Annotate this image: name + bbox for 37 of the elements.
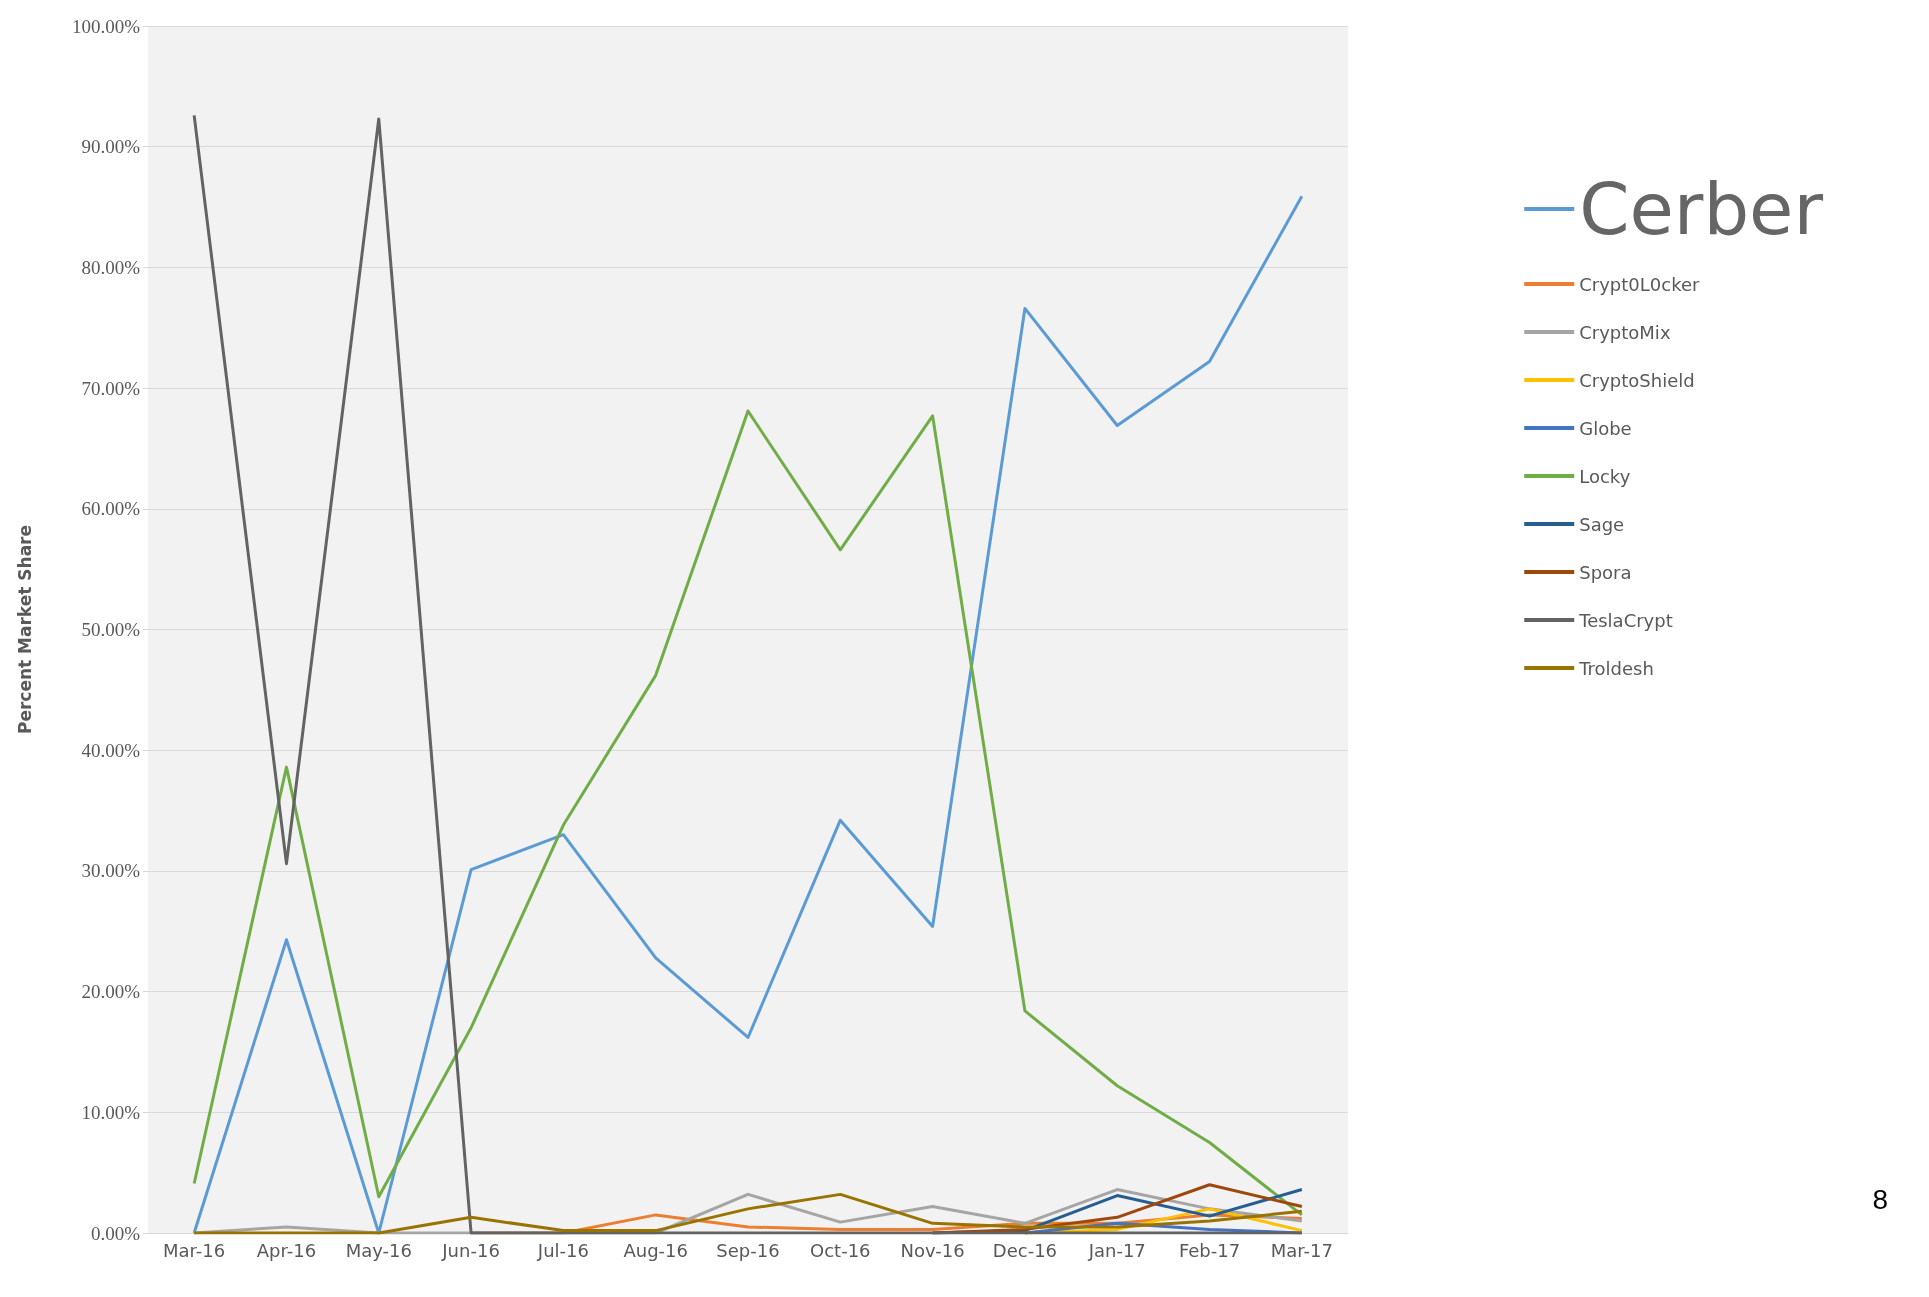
legend-label: Locky <box>1579 465 1631 487</box>
x-tick-label: Dec-16 <box>992 1239 1058 1261</box>
y-tick-label: 100.00% <box>71 15 141 37</box>
line-series <box>192 409 1304 1217</box>
y-tick-label: 50.00% <box>81 619 141 640</box>
x-tick-label: Oct-16 <box>810 1239 871 1261</box>
legend-label: Troldesh <box>1578 657 1654 679</box>
x-tick-label: Jan-17 <box>1087 1239 1146 1261</box>
x-tick-label: Apr-16 <box>256 1239 317 1261</box>
y-tick-label: 40.00% <box>81 739 141 761</box>
legend-label: Crypt0L0cker <box>1579 273 1701 295</box>
legend-label: Globe <box>1579 417 1632 439</box>
y-axis-title: Percent Market Share <box>14 524 35 735</box>
x-tick-label: Nov-16 <box>900 1239 965 1261</box>
legend-label: Spora <box>1579 561 1632 583</box>
x-tick-label: May-16 <box>345 1239 412 1261</box>
y-tick-label: 20.00% <box>81 981 141 1003</box>
y-tick-label: 70.00% <box>81 377 141 399</box>
y-tick-label: 30.00% <box>81 860 141 882</box>
legend-label: Cerber <box>1579 167 1824 251</box>
x-tick-label: Aug-16 <box>623 1239 688 1261</box>
y-tick-label: 10.00% <box>81 1101 141 1123</box>
legend-label: CryptoMix <box>1579 321 1671 343</box>
text: 8 <box>1872 1183 1889 1215</box>
x-tick-label: Feb-17 <box>1178 1239 1241 1261</box>
legend-label: Sage <box>1579 513 1625 535</box>
y-tick-label: 90.00% <box>81 136 141 158</box>
x-tick-label: Mar-17 <box>1270 1239 1333 1261</box>
x-tick-label: Mar-16 <box>163 1239 226 1261</box>
y-tick-label: 0.00% <box>90 1222 141 1244</box>
y-tick-label: 80.00% <box>81 256 141 278</box>
x-tick-label: Sep-16 <box>716 1239 780 1261</box>
y-tick-label: 60.00% <box>81 498 141 520</box>
x-tick-label: Jun-16 <box>441 1239 500 1261</box>
x-tick-label: Jul-16 <box>536 1239 589 1261</box>
legend-label: TeslaCrypt <box>1578 609 1673 631</box>
legend-label: CryptoShield <box>1579 369 1695 391</box>
